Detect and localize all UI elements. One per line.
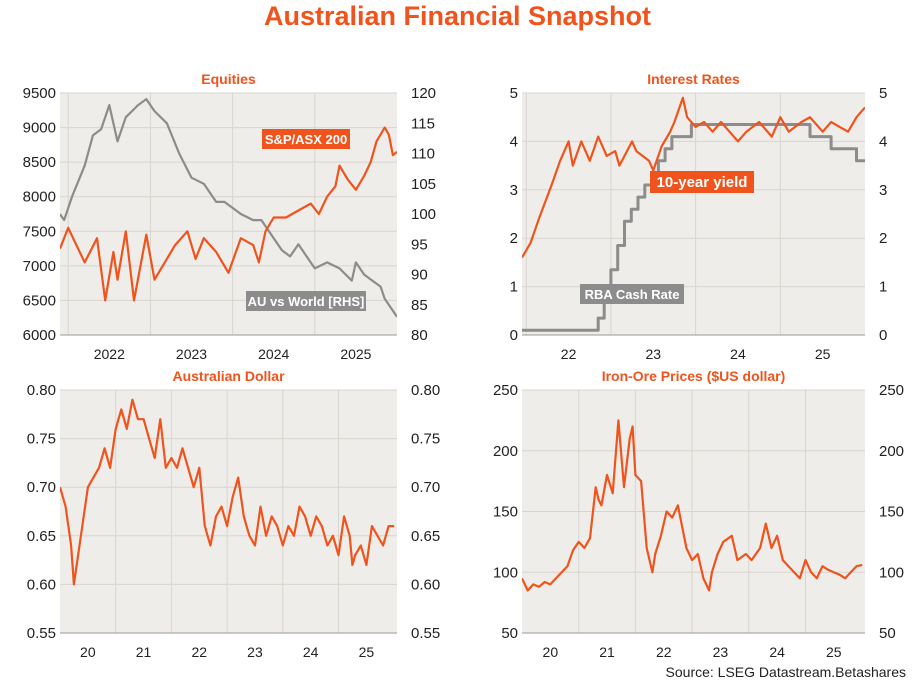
equities-y-tick-right: 105 (411, 176, 436, 193)
iron-ore-y-tick-right: 150 (879, 504, 904, 521)
interest-rates-y-tick-left: 4 (510, 133, 518, 150)
australian-dollar-series-aud-usd (60, 398, 395, 586)
equities-y-tick-right: 115 (411, 115, 435, 132)
australian-dollar-y-tick-right: 0.70 (411, 479, 440, 496)
interest-rates-x-tick: 24 (730, 346, 746, 362)
interest-rates-x-tick: 23 (645, 346, 661, 362)
australian-dollar-x-tick: 22 (191, 644, 207, 660)
australian-dollar-y-tick-left: 0.60 (27, 576, 56, 593)
page-title: Australian Financial Snapshot (263, 1, 652, 31)
equities-y-tick-left: 8000 (23, 189, 56, 206)
interest-rates-y-tick-right: 5 (879, 85, 887, 102)
interest-rates-y-tick-left: 3 (510, 182, 518, 199)
australian-dollar-y-tick-right: 0.55 (411, 625, 440, 642)
source-note: Source: LSEG Datastream.Betashares (665, 664, 906, 680)
equities-annotation-label: S&P/ASX 200 (265, 132, 347, 147)
interest-rates-title: Interest Rates (647, 71, 740, 87)
equities-y-tick-right: 95 (411, 236, 428, 253)
interest-rates-y-tick-right: 4 (879, 133, 887, 150)
interest-rates-annotation-label: 10-year yield (657, 174, 748, 191)
australian-dollar-y-tick-right: 0.75 (411, 431, 440, 448)
equities-y-tick-right: 90 (411, 267, 428, 284)
australian-dollar-y-tick-left: 0.75 (27, 431, 56, 448)
iron-ore-y-tick-right: 250 (879, 382, 904, 399)
interest-rates-y-tick-right: 3 (879, 182, 887, 199)
interest-rates-annotation-label: RBA Cash Rate (585, 287, 680, 302)
interest-rates-annotation-box (650, 171, 754, 193)
australian-dollar-x-tick: 20 (80, 644, 96, 660)
equities-y-tick-right: 85 (411, 297, 428, 314)
interest-rates-annotation-box (580, 284, 684, 304)
equities-series-s-p-asx-200 (60, 126, 397, 302)
equities-y-tick-left: 9500 (23, 85, 56, 102)
iron-ore-x-tick: 22 (656, 644, 672, 660)
equities-y-tick-right: 100 (411, 206, 436, 223)
iron-ore-x-tick: 21 (599, 644, 615, 660)
australian-dollar-y-tick-left: 0.80 (27, 382, 56, 399)
iron-ore-x-tick: 23 (713, 644, 729, 660)
equities-series-au-vs-world-rhs (60, 98, 397, 318)
equities-x-tick: 2025 (340, 346, 371, 362)
interest-rates-y-tick-right: 0 (879, 327, 887, 344)
equities-x-tick: 2022 (94, 346, 125, 362)
iron-ore-title: Iron-Ore Prices ($US dollar) (602, 368, 786, 384)
iron-ore-y-tick-left: 150 (493, 504, 518, 521)
australian-dollar-y-tick-left: 0.65 (27, 528, 56, 545)
iron-ore-x-tick: 20 (543, 644, 559, 660)
iron-ore-y-tick-right: 100 (879, 564, 904, 581)
equities-annotation-box (262, 129, 350, 149)
iron-ore-y-tick-left: 250 (493, 382, 518, 399)
iron-ore-y-tick-left: 50 (501, 625, 518, 642)
iron-ore-x-tick: 24 (769, 644, 785, 660)
iron-ore-series-iron-ore (522, 419, 863, 592)
interest-rates-x-tick: 22 (561, 346, 577, 362)
iron-ore-y-tick-left: 200 (493, 443, 518, 460)
interest-rates-x-tick: 25 (815, 346, 831, 362)
iron-ore-chart: Iron-Ore Prices ($US dollar) 250 200 150 100… (493, 368, 904, 660)
australian-dollar-x-tick: 25 (359, 644, 375, 660)
interest-rates-y-tick-right: 2 (879, 230, 887, 247)
equities-y-tick-left: 6500 (23, 292, 56, 309)
equities-y-tick-left: 6000 (23, 327, 56, 344)
australian-dollar-title: Australian Dollar (172, 368, 285, 384)
australian-dollar-y-tick-left: 0.70 (27, 479, 56, 496)
interest-rates-plot-area (522, 93, 865, 335)
interest-rates-series-10-year-yield (522, 96, 865, 259)
equities-y-tick-right: 120 (411, 85, 436, 102)
equities-y-tick-right: 80 (411, 327, 428, 344)
equities-annotation-label: AU vs World [RHS] (248, 294, 365, 309)
iron-ore-y-tick-left: 100 (493, 564, 518, 581)
australian-dollar-y-tick-right: 0.65 (411, 528, 440, 545)
interest-rates-y-tick-left: 1 (510, 279, 518, 296)
equities-title: Equities (201, 71, 256, 87)
australian-dollar-y-tick-right: 0.60 (411, 576, 440, 593)
equities-chart: Equities 9500 9000 8500 8000 7500 7000 6500 6000… (23, 71, 436, 362)
australian-dollar-x-tick: 23 (247, 644, 263, 660)
australian-dollar-x-tick: 21 (136, 644, 152, 660)
equities-y-tick-right: 110 (411, 146, 435, 163)
australian-dollar-chart: Australian Dollar 0.80 0.75 0.70 0.65 0.60 0.5… (27, 368, 440, 660)
australian-dollar-plot-area (60, 390, 397, 633)
iron-ore-y-tick-right: 200 (879, 443, 904, 460)
equities-annotation-box (246, 291, 366, 311)
equities-y-tick-left: 9000 (23, 120, 56, 137)
interest-rates-y-tick-left: 2 (510, 230, 518, 247)
iron-ore-x-tick: 25 (826, 644, 842, 660)
equities-x-tick: 2024 (258, 346, 289, 362)
equities-y-tick-left: 7000 (23, 258, 56, 275)
equities-y-tick-left: 7500 (23, 223, 56, 240)
equities-y-tick-left: 8500 (23, 154, 56, 171)
iron-ore-y-tick-right: 50 (879, 625, 896, 642)
australian-dollar-y-tick-right: 0.80 (411, 382, 440, 399)
equities-x-tick: 2023 (176, 346, 207, 362)
australian-dollar-x-tick: 24 (303, 644, 319, 660)
interest-rates-y-tick-left: 0 (510, 327, 518, 344)
interest-rates-y-tick-right: 1 (879, 279, 887, 296)
australian-dollar-y-tick-left: 0.55 (27, 625, 56, 642)
interest-rates-y-tick-left: 5 (510, 85, 518, 102)
interest-rates-chart: Interest Rates 5 4 3 2 1 0 5 4 3 2 1 0 22 23 24 25 10-yea… (510, 71, 888, 362)
